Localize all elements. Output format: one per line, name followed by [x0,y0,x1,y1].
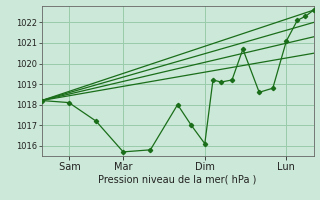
X-axis label: Pression niveau de la mer( hPa ): Pression niveau de la mer( hPa ) [99,174,257,184]
